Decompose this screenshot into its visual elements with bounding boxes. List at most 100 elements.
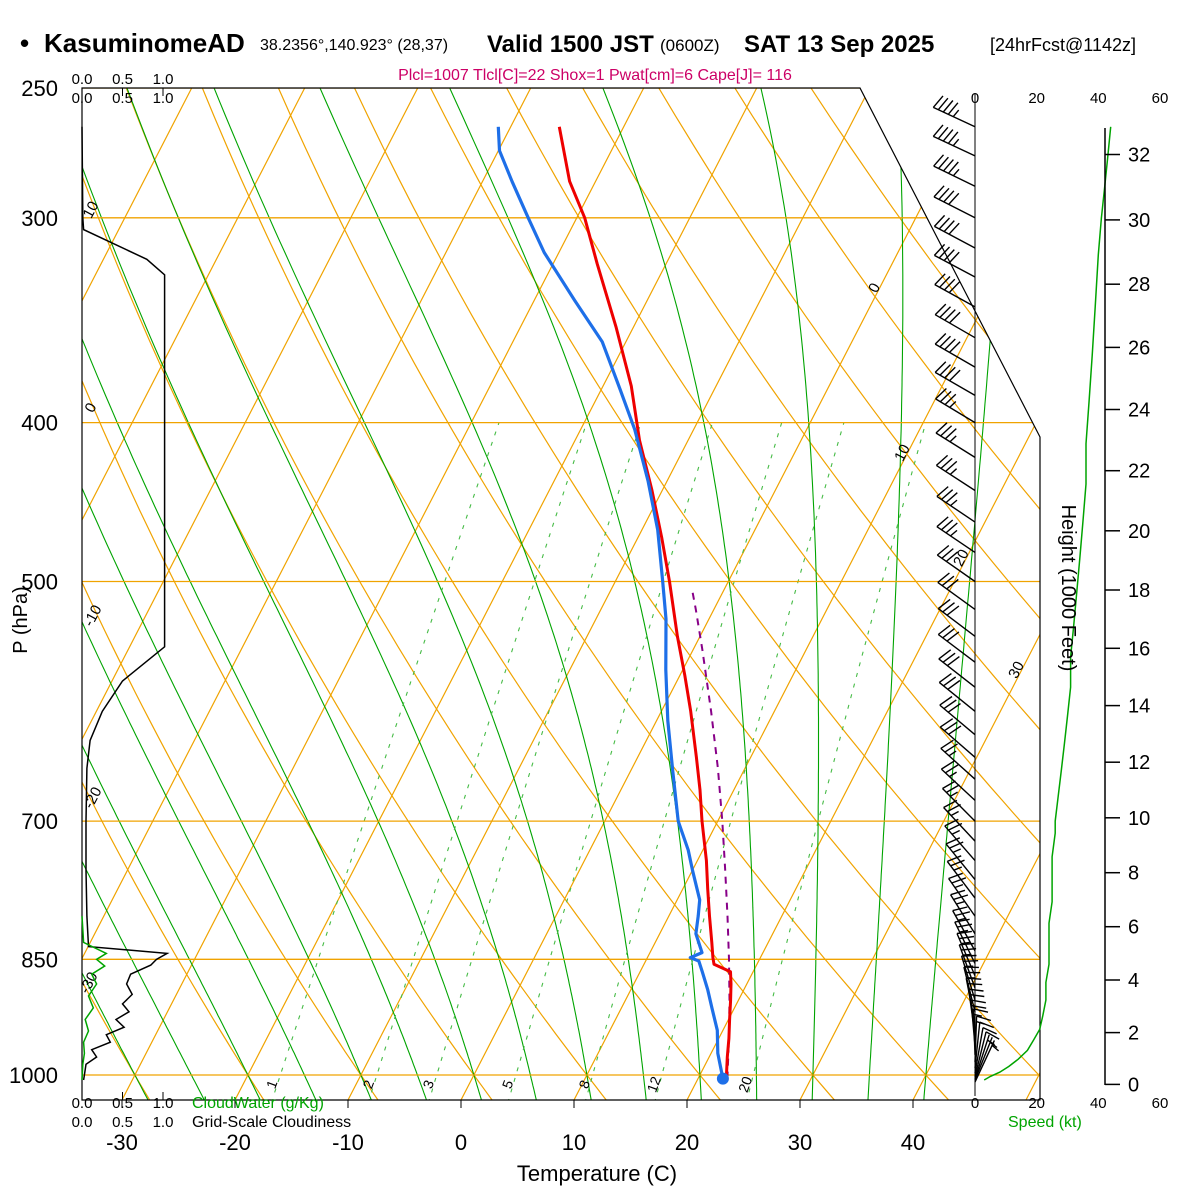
stability-indices: Plcl=1007 Tlcl[C]=22 Shox=1 Pwat[cm]=6 C… — [398, 67, 792, 84]
svg-text:12: 12 — [644, 1074, 664, 1094]
pressure-axis-label: P (hPa) — [10, 586, 32, 653]
forecast-info: [24hrFcst@1142z] — [990, 35, 1136, 55]
skewt-grid — [82, 88, 1040, 1100]
pressure-tick-label: 400 — [21, 411, 58, 436]
surface-point-dot — [716, 1072, 729, 1085]
height-tick-label: 16 — [1128, 638, 1150, 660]
temperature-tick-label: 20 — [675, 1130, 699, 1155]
speed-tick-label: 20 — [1028, 90, 1045, 107]
temperature-tick-label: -10 — [332, 1130, 364, 1155]
pressure-tick-label: 300 — [21, 206, 58, 231]
cloudwater-tick-label: 0.5 — [112, 1095, 133, 1112]
pressure-tick-label: 500 — [21, 570, 58, 595]
cloudwater-tick-label: 0.5 — [112, 71, 133, 88]
wind-barb — [936, 516, 976, 553]
cloudwater-profile — [81, 916, 108, 1081]
wind-barb — [934, 303, 976, 339]
cloudiness-tick-label: 0.0 — [72, 1114, 93, 1131]
height-tick-label: 4 — [1128, 970, 1139, 992]
pressure-tick-labels: 250 300 400 500 700 850 1000 — [9, 76, 58, 1088]
wind-barb — [974, 1040, 1000, 1083]
pressure-tick-label: 1000 — [9, 1063, 58, 1088]
speed-tick-label: 60 — [1152, 1095, 1169, 1112]
wind-barb — [974, 1021, 995, 1068]
wind-barb — [932, 124, 976, 157]
temperature-tick-label: 10 — [562, 1130, 586, 1155]
height-tick-label: 22 — [1128, 461, 1150, 483]
speed-tick-label: 0 — [971, 90, 979, 107]
svg-text:20: 20 — [735, 1074, 755, 1094]
plot-border — [81, 87, 1041, 1101]
pressure-tick-label: 850 — [21, 947, 58, 972]
wind-barb — [940, 760, 976, 801]
wind-barb — [939, 695, 976, 736]
wind-barb — [940, 739, 976, 780]
wind-barb — [933, 154, 976, 187]
wind-barb — [974, 1037, 998, 1081]
cloudwater-tick-label: 1.0 — [153, 71, 174, 88]
cloudiness-tick-label: 0.5 — [112, 1114, 133, 1131]
wind-barb — [932, 95, 976, 128]
pressure-tick-label: 250 — [21, 76, 58, 101]
station-bullet-icon: • — [20, 28, 29, 58]
isotherm-lines — [82, 88, 1040, 1100]
height-tick-label: 10 — [1128, 808, 1150, 830]
height-tick-label: 30 — [1128, 210, 1150, 232]
station-name: KasuminomeAD — [44, 28, 245, 58]
valid-time: Valid 1500 JST — [487, 31, 654, 58]
speed-tick-label: 20 — [1028, 1095, 1045, 1112]
temperature-tick-label: -30 — [106, 1130, 138, 1155]
temperature-profile — [557, 126, 733, 1079]
cloudwater-tick-label: 0.0 — [72, 71, 93, 88]
height-tick-label: 24 — [1128, 400, 1150, 422]
wind-barb — [974, 1026, 997, 1074]
speed-tick-label: 0 — [971, 1095, 979, 1112]
sounding-profiles — [81, 93, 1112, 1096]
wind-barb-column — [932, 95, 1000, 1083]
cloudiness-tick-label: 0.0 — [72, 90, 93, 107]
wind-barb — [933, 243, 976, 278]
cloudwater-tick-label: 1.0 — [153, 1095, 174, 1112]
pressure-tick-label: 700 — [21, 809, 58, 834]
speed-axis-label: Speed (kt) — [1008, 1114, 1082, 1131]
wind-barb — [934, 273, 976, 308]
wind-barb — [938, 673, 976, 712]
axis-labels: P (hPa) Temperature (C) Height (1000 Fee… — [10, 505, 1082, 1186]
cloudiness-profile — [81, 126, 170, 1081]
mixing-ratio-lines — [270, 422, 927, 1100]
cloudiness-axis-label: Grid-Scale Cloudiness — [192, 1114, 351, 1131]
height-tick-label: 14 — [1128, 696, 1150, 718]
wind-barb — [936, 544, 976, 583]
pressure-lines — [82, 88, 1040, 1076]
speed-tick-label: 40 — [1090, 90, 1107, 107]
wind-barb — [934, 333, 976, 368]
cloudwater-tick-label: 0.0 — [72, 1095, 93, 1112]
wind-barb — [933, 185, 976, 219]
svg-text:10: 10 — [80, 199, 103, 222]
wind-barb — [934, 361, 976, 397]
wind-barb — [937, 598, 976, 637]
height-tick-label: 20 — [1128, 521, 1150, 543]
height-tick-label: 28 — [1128, 274, 1150, 296]
valid-date: SAT 13 Sep 2025 — [744, 31, 934, 58]
height-tick-label: 0 — [1128, 1074, 1139, 1096]
cloudiness-tick-label: 1.0 — [153, 1114, 174, 1131]
cloudwater-axis-label: CloudWater (g/Kg) — [192, 1095, 324, 1112]
speed-tick-label: 40 — [1090, 1095, 1107, 1112]
wind-barb — [937, 624, 976, 663]
wind-barb — [935, 454, 976, 492]
height-tick-label: 32 — [1128, 145, 1150, 167]
temperature-tick-labels: -30 -20 -10 0 10 20 30 40 — [106, 1100, 925, 1155]
wind-barb — [936, 486, 976, 523]
speed-tick-label: 60 — [1152, 90, 1169, 107]
svg-text:10: 10 — [891, 442, 914, 465]
wind-barb — [974, 1031, 1000, 1077]
temperature-tick-label: 30 — [788, 1130, 812, 1155]
height-tick-label: 2 — [1128, 1023, 1139, 1045]
cloudiness-tick-label: 1.0 — [153, 90, 174, 107]
valid-utc: (0600Z) — [660, 36, 720, 55]
